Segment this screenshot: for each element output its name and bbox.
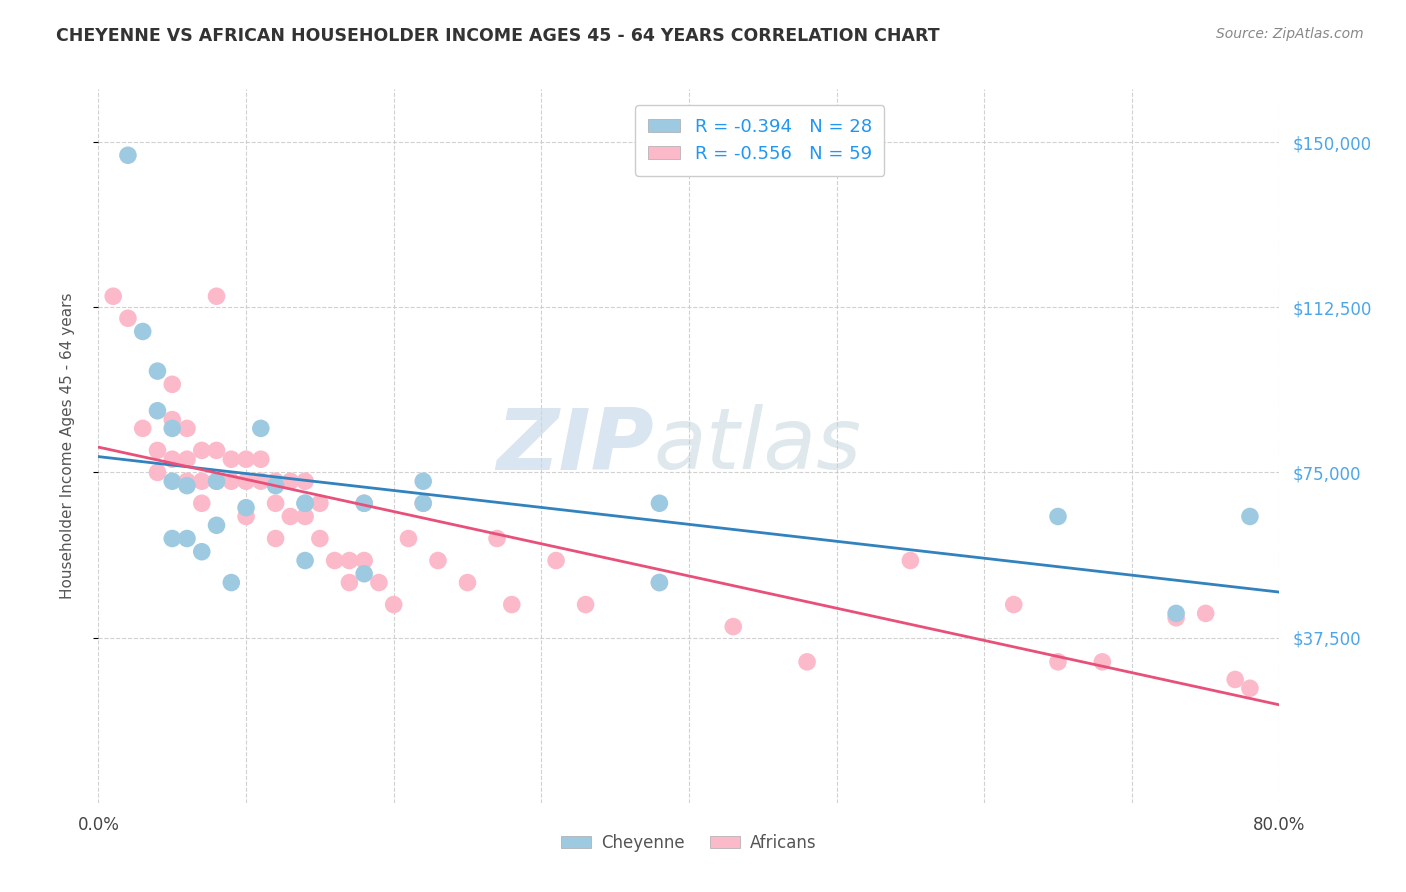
- Point: [162, 412, 183, 426]
- Point: [264, 475, 287, 489]
- Point: [309, 532, 332, 546]
- Point: [456, 575, 478, 590]
- Point: [146, 443, 169, 458]
- Point: [162, 452, 183, 467]
- Point: [486, 532, 509, 546]
- Point: [278, 475, 302, 489]
- Point: [1195, 607, 1218, 621]
- Point: [146, 466, 169, 480]
- Point: [1046, 509, 1069, 524]
- Point: [353, 496, 375, 510]
- Point: [146, 403, 169, 417]
- Point: [1164, 611, 1187, 625]
- Legend: Cheyenne, Africans: Cheyenne, Africans: [554, 828, 824, 859]
- Point: [235, 509, 257, 524]
- Point: [412, 496, 434, 510]
- Point: [162, 475, 183, 489]
- Point: [501, 598, 523, 612]
- Point: [264, 496, 287, 510]
- Point: [176, 475, 198, 489]
- Text: Source: ZipAtlas.com: Source: ZipAtlas.com: [1216, 27, 1364, 41]
- Y-axis label: Householder Income Ages 45 - 64 years: Householder Income Ages 45 - 64 years: [60, 293, 75, 599]
- Point: [205, 475, 228, 489]
- Point: [1239, 681, 1261, 696]
- Point: [235, 475, 257, 489]
- Point: [294, 475, 316, 489]
- Point: [339, 553, 360, 567]
- Point: [250, 475, 273, 489]
- Point: [546, 553, 568, 567]
- Point: [294, 496, 316, 510]
- Point: [162, 377, 183, 392]
- Point: [176, 452, 198, 467]
- Point: [162, 421, 183, 435]
- Point: [1239, 509, 1261, 524]
- Point: [205, 475, 228, 489]
- Point: [309, 496, 332, 510]
- Point: [723, 619, 745, 633]
- Point: [103, 289, 125, 303]
- Point: [1091, 655, 1114, 669]
- Point: [1223, 673, 1246, 687]
- Point: [132, 421, 155, 435]
- Point: [176, 478, 198, 492]
- Point: [117, 148, 139, 162]
- Point: [294, 509, 316, 524]
- Point: [382, 598, 405, 612]
- Point: [250, 421, 273, 435]
- Point: [574, 598, 596, 612]
- Point: [353, 553, 375, 567]
- Point: [1002, 598, 1025, 612]
- Text: CHEYENNE VS AFRICAN HOUSEHOLDER INCOME AGES 45 - 64 YEARS CORRELATION CHART: CHEYENNE VS AFRICAN HOUSEHOLDER INCOME A…: [56, 27, 939, 45]
- Point: [294, 496, 316, 510]
- Point: [278, 509, 302, 524]
- Point: [353, 496, 375, 510]
- Point: [191, 496, 214, 510]
- Point: [219, 452, 242, 467]
- Point: [264, 478, 287, 492]
- Point: [146, 364, 169, 378]
- Point: [176, 421, 198, 435]
- Point: [353, 566, 375, 581]
- Text: atlas: atlas: [654, 404, 862, 488]
- Point: [264, 532, 287, 546]
- Point: [191, 475, 214, 489]
- Point: [235, 452, 257, 467]
- Point: [648, 496, 671, 510]
- Point: [235, 500, 257, 515]
- Point: [205, 289, 228, 303]
- Point: [396, 532, 419, 546]
- Point: [323, 553, 346, 567]
- Point: [339, 575, 360, 590]
- Text: ZIP: ZIP: [496, 404, 654, 488]
- Point: [368, 575, 391, 590]
- Point: [294, 553, 316, 567]
- Point: [1046, 655, 1069, 669]
- Point: [427, 553, 450, 567]
- Point: [219, 475, 242, 489]
- Point: [205, 443, 228, 458]
- Point: [205, 518, 228, 533]
- Point: [648, 575, 671, 590]
- Point: [191, 545, 214, 559]
- Point: [796, 655, 818, 669]
- Point: [412, 475, 434, 489]
- Point: [117, 311, 139, 326]
- Point: [132, 325, 155, 339]
- Point: [648, 575, 671, 590]
- Point: [412, 496, 434, 510]
- Point: [900, 553, 922, 567]
- Point: [1164, 607, 1187, 621]
- Point: [219, 575, 242, 590]
- Point: [191, 443, 214, 458]
- Point: [176, 532, 198, 546]
- Point: [250, 452, 273, 467]
- Point: [162, 532, 183, 546]
